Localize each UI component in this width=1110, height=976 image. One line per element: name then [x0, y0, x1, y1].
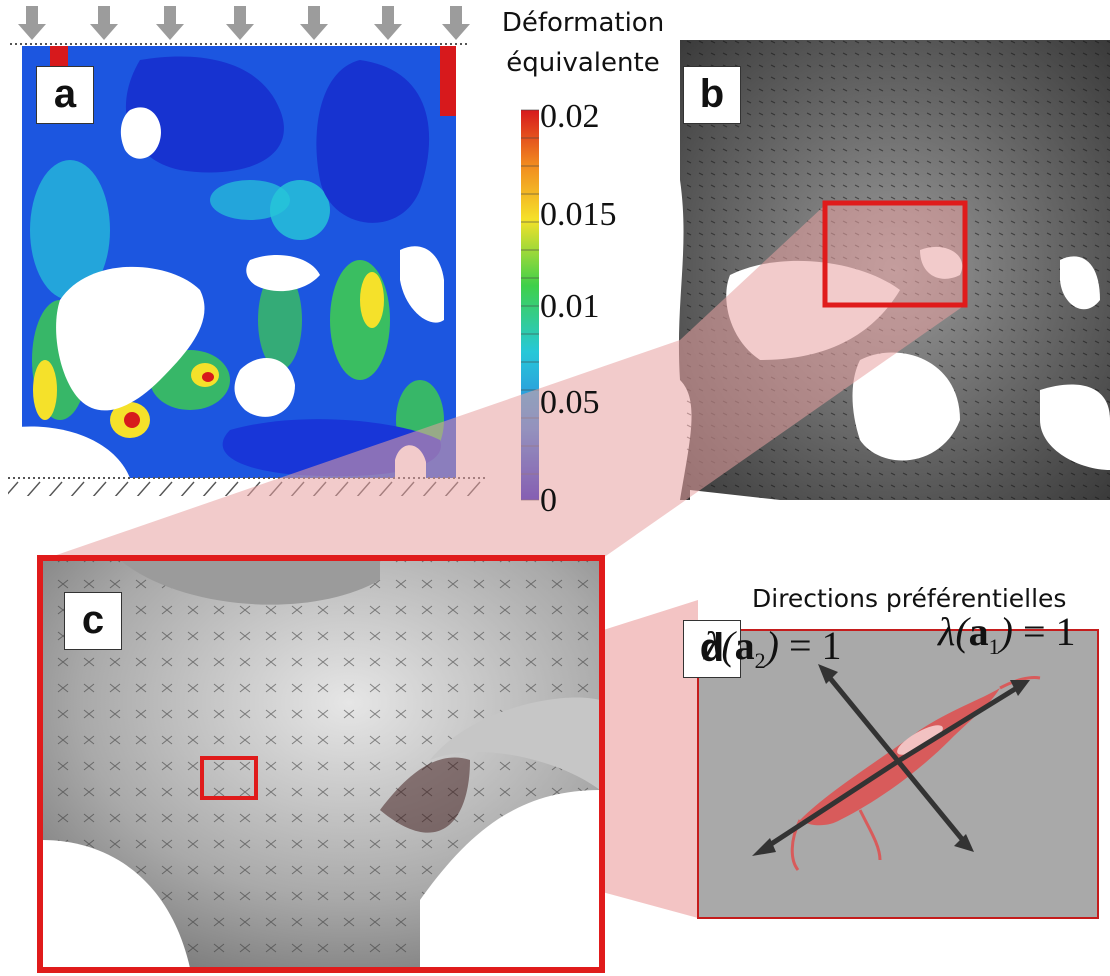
- lambda-a1-equation: λ(a1) = 1: [938, 609, 1076, 659]
- panel-label-d: d: [683, 620, 741, 678]
- colorbar-tick-label: 0.015: [540, 196, 617, 233]
- colorbar-tick-label: 0.05: [540, 384, 600, 421]
- colorbar-tick-label: 0.02: [540, 98, 600, 135]
- lambda-a1-vec: a: [968, 609, 989, 654]
- panel-label-c: c: [64, 592, 122, 650]
- lambda-a1-fn: λ: [938, 609, 956, 654]
- colorbar-tick-label: 0.01: [540, 288, 600, 325]
- lambda-a2-sub: 2: [754, 648, 766, 673]
- colorbar-tick-label: 0: [540, 482, 557, 519]
- legend-title-line2: équivalente: [506, 48, 660, 78]
- direction-arrow-a1-upper: [898, 683, 1022, 763]
- panel-label-b: b: [683, 66, 741, 124]
- panel-c-zoom: [37, 555, 605, 973]
- lambda-a2-fn: λ: [704, 623, 722, 668]
- lambda-a1-sub: 1: [988, 634, 1000, 659]
- lambda-a2-equation: λ(a2) = 1: [704, 623, 842, 673]
- panel-d-cell-directions: [697, 629, 1099, 919]
- panel-a-strain-map: [8, 6, 488, 496]
- zoom-box-b: [822, 200, 968, 308]
- direction-arrow-a2: [823, 670, 968, 846]
- lambda-a2-vec: a: [734, 623, 755, 668]
- panel-c-frame: [37, 555, 605, 973]
- legend-title-line1: Déformation: [501, 8, 665, 38]
- direction-arrow-a1-lower: [760, 757, 902, 853]
- zoom-box-c: [200, 756, 258, 800]
- zoom-wedge-b-to-c: [42, 205, 965, 560]
- lambda-a2-rhs: = 1: [788, 623, 842, 668]
- lambda-a1-rhs: = 1: [1022, 609, 1076, 654]
- panel-d-title: Directions préférentielles: [752, 584, 1067, 613]
- load-arrows: [18, 6, 470, 40]
- panel-label-a: a: [36, 66, 94, 124]
